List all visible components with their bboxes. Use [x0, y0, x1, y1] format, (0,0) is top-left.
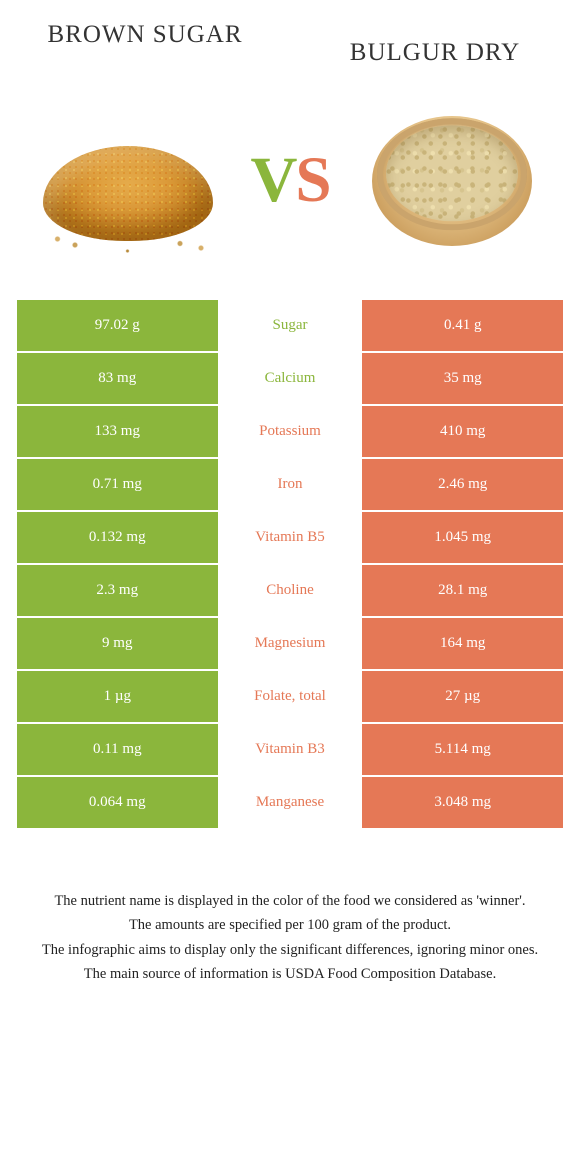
nutrient-cell: Potassium: [220, 406, 361, 457]
nutrient-cell: Magnesium: [220, 618, 361, 669]
nutrient-cell: Vitamin B5: [220, 512, 361, 563]
images-row: VS: [15, 68, 565, 298]
nutrient-cell: Choline: [220, 565, 361, 616]
table-row: 1 µgFolate, total27 µg: [17, 671, 563, 722]
right-value-cell: 0.41 g: [362, 300, 563, 351]
table-row: 97.02 gSugar0.41 g: [17, 300, 563, 351]
right-value-cell: 164 mg: [362, 618, 563, 669]
footnote-line: The nutrient name is displayed in the co…: [23, 890, 557, 912]
left-value-cell: 83 mg: [17, 353, 218, 404]
comparison-table: 97.02 gSugar0.41 g83 mgCalcium35 mg133 m…: [15, 298, 565, 830]
table-row: 133 mgPotassium410 mg: [17, 406, 563, 457]
vs-label: VS: [250, 143, 329, 218]
footnotes: The nutrient name is displayed in the co…: [15, 890, 565, 986]
right-value-cell: 28.1 mg: [362, 565, 563, 616]
left-value-cell: 0.71 mg: [17, 459, 218, 510]
nutrient-cell: Iron: [220, 459, 361, 510]
table-row: 0.132 mgVitamin B51.045 mg: [17, 512, 563, 563]
right-value-cell: 35 mg: [362, 353, 563, 404]
table-row: 0.11 mgVitamin B35.114 mg: [17, 724, 563, 775]
nutrient-cell: Vitamin B3: [220, 724, 361, 775]
left-value-cell: 0.11 mg: [17, 724, 218, 775]
right-value-cell: 2.46 mg: [362, 459, 563, 510]
vs-v: V: [250, 144, 295, 216]
footnote-line: The main source of information is USDA F…: [23, 963, 557, 985]
header: BROWN SUGAR BULGUR DRY: [15, 20, 565, 68]
left-value-cell: 1 µg: [17, 671, 218, 722]
table-row: 0.064 mgManganese3.048 mg: [17, 777, 563, 828]
footnote-line: The infographic aims to display only the…: [23, 939, 557, 961]
left-food-title: BROWN SUGAR: [35, 20, 255, 50]
nutrient-cell: Calcium: [220, 353, 361, 404]
left-value-cell: 133 mg: [17, 406, 218, 457]
footnote-line: The amounts are specified per 100 gram o…: [23, 914, 557, 936]
left-food-image: [35, 93, 220, 268]
left-value-cell: 9 mg: [17, 618, 218, 669]
table-row: 9 mgMagnesium164 mg: [17, 618, 563, 669]
left-value-cell: 97.02 g: [17, 300, 218, 351]
nutrient-cell: Manganese: [220, 777, 361, 828]
table-row: 83 mgCalcium35 mg: [17, 353, 563, 404]
nutrient-cell: Sugar: [220, 300, 361, 351]
left-value-cell: 0.132 mg: [17, 512, 218, 563]
right-value-cell: 27 µg: [362, 671, 563, 722]
table-row: 2.3 mgCholine28.1 mg: [17, 565, 563, 616]
vs-s: S: [295, 144, 329, 216]
right-food-image: [360, 93, 545, 268]
right-food-title: BULGUR DRY: [325, 38, 545, 68]
right-value-cell: 1.045 mg: [362, 512, 563, 563]
nutrient-cell: Folate, total: [220, 671, 361, 722]
right-value-cell: 3.048 mg: [362, 777, 563, 828]
right-value-cell: 5.114 mg: [362, 724, 563, 775]
right-value-cell: 410 mg: [362, 406, 563, 457]
left-value-cell: 0.064 mg: [17, 777, 218, 828]
table-row: 0.71 mgIron2.46 mg: [17, 459, 563, 510]
left-value-cell: 2.3 mg: [17, 565, 218, 616]
